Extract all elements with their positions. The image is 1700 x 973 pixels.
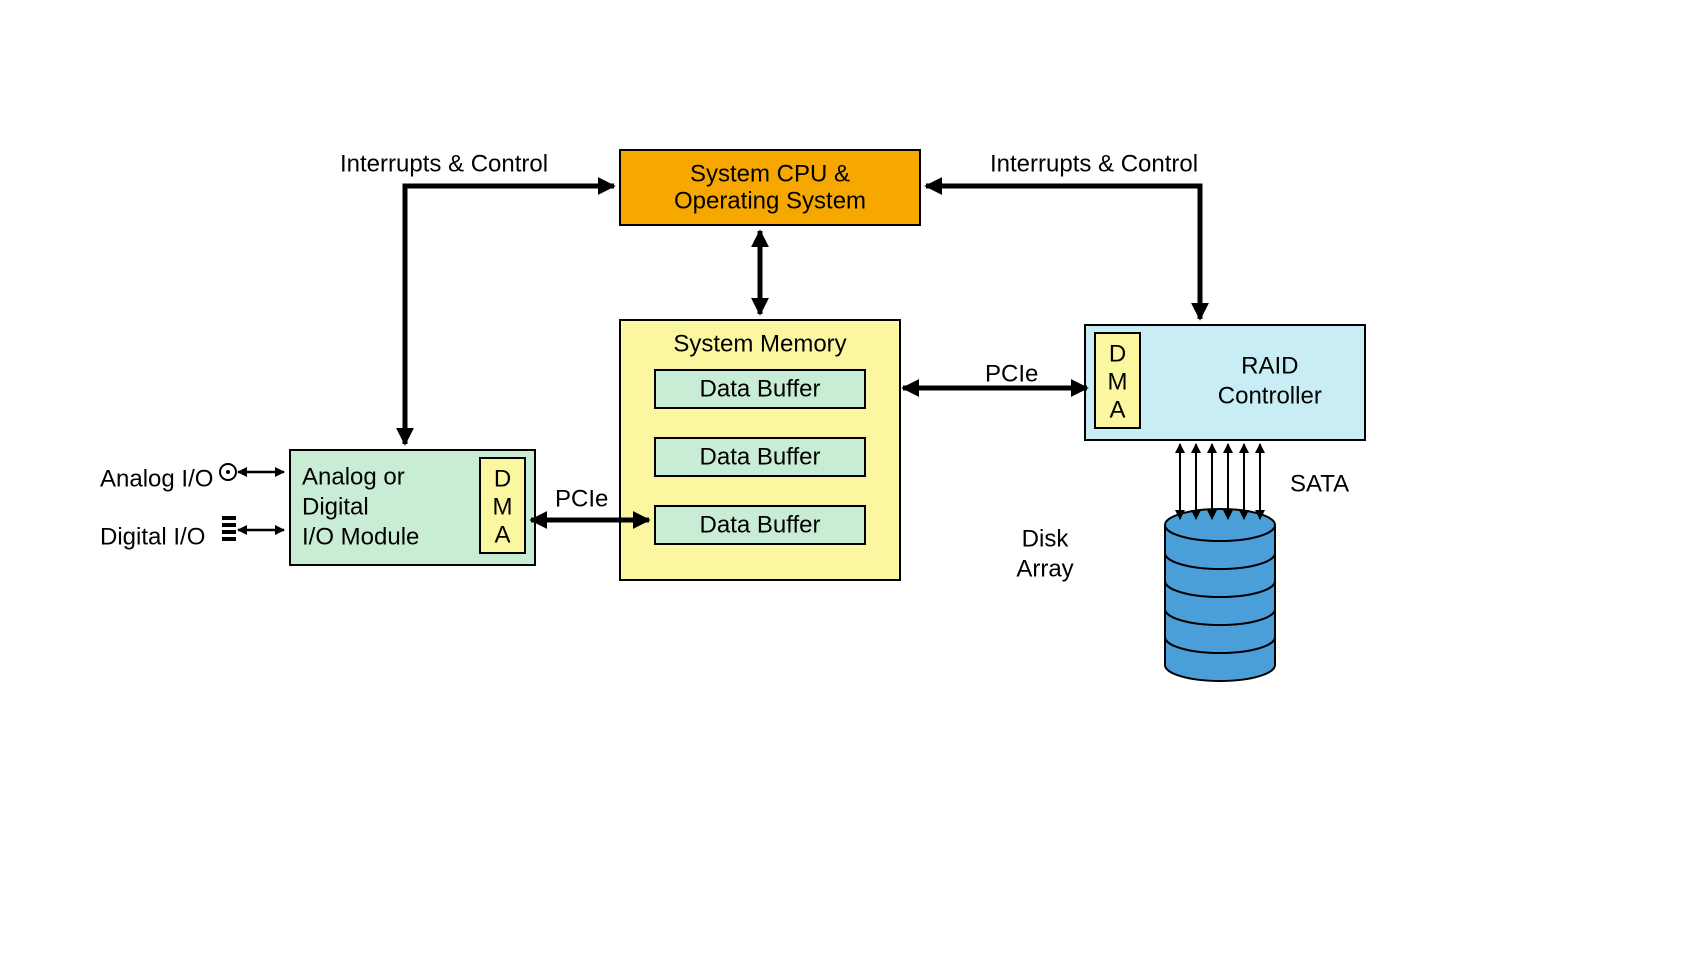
io-line3: I/O Module	[302, 523, 419, 550]
data-buffer-label-1: Data Buffer	[700, 443, 821, 470]
disk-top	[1165, 509, 1275, 541]
analog-io-icon-dot	[226, 470, 230, 474]
label-analog-io: Analog I/O	[100, 465, 213, 492]
memory-title: System Memory	[673, 330, 846, 357]
label-interrupts-left: Interrupts & Control	[340, 150, 548, 177]
io-line2: Digital	[302, 493, 369, 520]
label-digital-io: Digital I/O	[100, 523, 205, 550]
digital-io-icon	[222, 523, 236, 527]
raid-dma-letter: D	[1109, 340, 1126, 367]
label-sata: SATA	[1290, 470, 1349, 497]
io-line1: Analog or	[302, 463, 405, 490]
arrow-interrupts-right	[926, 186, 1200, 319]
label-pcie-left: PCIe	[555, 485, 608, 512]
cpu-line2: Operating System	[674, 187, 866, 214]
io-dma-letter: M	[493, 493, 513, 520]
io-dma-letter: A	[494, 521, 510, 548]
label-interrupts-right: Interrupts & Control	[990, 150, 1198, 177]
digital-io-icon	[222, 516, 236, 520]
digital-io-icon	[222, 530, 236, 534]
io-dma-letter: D	[494, 465, 511, 492]
data-buffer-label-2: Data Buffer	[700, 511, 821, 538]
data-buffer-label-0: Data Buffer	[700, 375, 821, 402]
digital-io-icon	[222, 537, 236, 541]
arrow-interrupts-left	[405, 186, 614, 444]
cpu-line1: System CPU &	[690, 160, 850, 187]
raid-dma-letter: A	[1109, 396, 1125, 423]
label-pcie-right: PCIe	[985, 360, 1038, 387]
raid-dma-letter: M	[1108, 368, 1128, 395]
raid-line1: RAID	[1241, 352, 1298, 379]
label-disk-array-1: Disk	[1022, 525, 1070, 552]
label-disk-array-2: Array	[1016, 555, 1073, 582]
system-diagram: System CPU &Operating System System Memor…	[0, 0, 1700, 968]
raid-line2: Controller	[1218, 382, 1322, 409]
